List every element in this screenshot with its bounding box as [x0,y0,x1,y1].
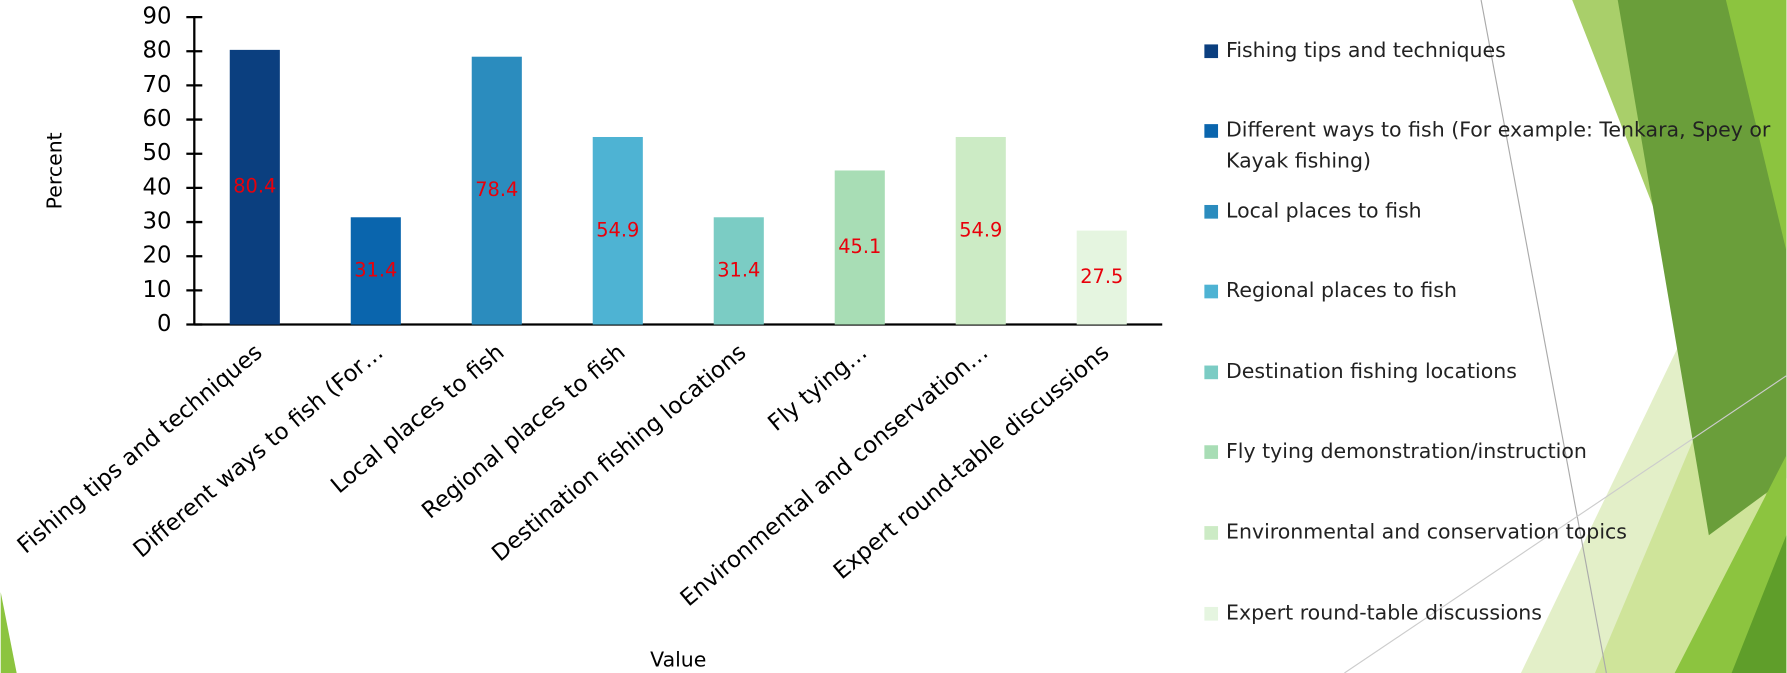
legend-label: Local places to fish [1226,199,1422,224]
legend-label: Regional places to fish [1226,278,1457,303]
bar [834,170,885,325]
legend-swatch [1204,44,1219,59]
legend-entry: Regional places to fish [1226,278,1457,303]
bar [955,136,1006,325]
legend-label: Expert round-table discussions [1226,601,1542,626]
value-label: 80.4 [233,175,276,198]
y-tick-label: 50 [143,140,172,166]
legend-swatch [1204,124,1219,138]
value-label: 78.4 [475,178,518,201]
y-tick-label: 0 [157,311,171,337]
x-tick-label: Destination fishing locations [487,339,751,567]
legend-label: Different ways to fish (For example: Ten… [1226,118,1771,174]
bar [592,136,643,325]
value-label: 54.9 [596,218,639,241]
y-tick-label: 80 [143,38,172,64]
y-tick-label: 70 [143,72,172,98]
value-label: 54.9 [959,218,1002,241]
y-tick-label: 20 [143,243,172,269]
x-tick-label: Different ways to fish (For… [129,339,389,563]
legend-entry: Destination fishing locations [1226,359,1517,384]
legend-swatch [1204,284,1219,299]
x-tick-label: Regional places to fish [417,339,630,524]
x-tick-label: Fishing tips and techniques [13,339,268,559]
legend-swatch [1204,606,1219,621]
y-tick-label: 10 [143,277,172,303]
legend-swatch [1204,365,1219,380]
legend-label: Fishing tips and techniques [1226,38,1506,63]
bar [713,217,764,325]
legend-entry: Different ways to fish (For example: Ten… [1226,118,1771,174]
legend-swatch [1204,526,1219,540]
legend-swatch [1204,204,1219,219]
legend-label: Destination fishing locations [1226,359,1517,384]
value-label: 31.4 [717,258,760,281]
value-label: 45.1 [838,235,881,258]
y-tick-label: 40 [143,174,172,200]
y-axis-label: Percent [42,132,66,209]
value-label: 31.4 [354,258,397,281]
bar [1076,230,1127,325]
legend-entry: Local places to fish [1226,199,1422,224]
value-label: 27.5 [1080,265,1123,288]
legend-entry: Environmental and conservation topics [1226,520,1627,545]
bar [350,217,401,325]
legend-entry: Expert round-table discussions [1226,601,1542,626]
y-tick-label: 30 [143,209,172,235]
bar [471,56,522,325]
legend-swatch [1204,445,1219,459]
x-tick-label: Fly tying… [763,339,872,436]
bar [229,49,280,325]
y-tick-label: 60 [143,106,172,132]
legend-label: Environmental and conservation topics [1226,520,1627,545]
legend-label: Fly tying demonstration/instruction [1226,439,1587,464]
y-tick-label: 90 [143,4,172,30]
legend-entry: Fishing tips and techniques [1226,38,1506,63]
x-axis-label: Value [650,647,706,671]
legend-entry: Fly tying demonstration/instruction [1226,439,1587,464]
